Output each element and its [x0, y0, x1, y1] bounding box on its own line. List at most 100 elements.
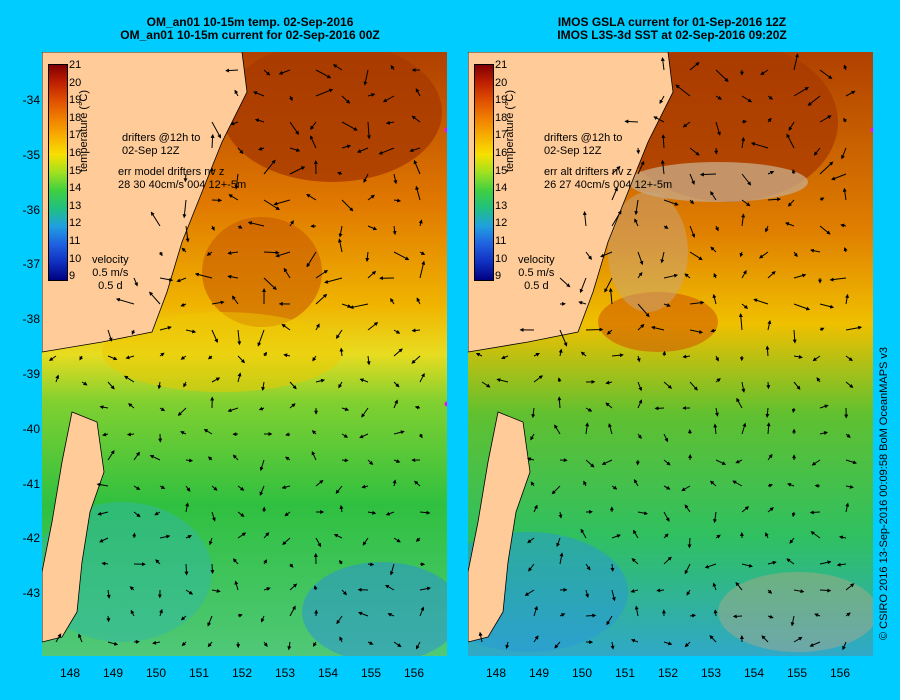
current-vector-arrow	[637, 381, 643, 392]
current-vector-arrow	[812, 355, 821, 362]
colorbar-tick-label: 15	[69, 164, 82, 177]
current-vector-arrow	[689, 613, 697, 618]
current-vector-arrow	[841, 147, 847, 160]
current-vector-arrow	[656, 588, 665, 593]
current-vector-arrow	[338, 381, 343, 389]
current-vector-arrow	[275, 251, 291, 258]
left-drifter-marker	[444, 127, 447, 133]
current-vector-arrow	[237, 613, 243, 618]
current-vector-arrow	[133, 451, 140, 461]
current-vector-arrow	[180, 615, 187, 621]
current-vector-arrow	[263, 559, 268, 565]
current-vector-arrow	[324, 277, 343, 284]
colorbar-tick-label: 11	[495, 235, 507, 247]
current-vector-arrow	[356, 147, 369, 153]
current-vector-arrow	[793, 87, 809, 97]
current-vector-arrow	[580, 528, 587, 539]
left-lon-label: 151	[188, 666, 210, 680]
current-vector-arrow	[203, 429, 213, 435]
current-vector-arrow	[611, 165, 621, 175]
current-vector-arrow	[816, 377, 821, 383]
current-vector-arrow	[501, 355, 509, 360]
current-vector-arrow	[715, 534, 721, 539]
current-vector-arrow	[367, 225, 378, 231]
current-vector-arrow	[338, 225, 343, 238]
current-vector-arrow	[580, 351, 587, 357]
colorbar-tick-label: 14	[69, 182, 82, 195]
right-title-line2: IMOS L3S-3d SST at 02-Sep-2016 09:20Z	[557, 28, 787, 42]
current-vector-arrow	[845, 433, 851, 438]
current-vector-arrow	[662, 350, 667, 357]
current-vector-arrow	[257, 329, 265, 347]
current-vector-arrow	[785, 222, 795, 227]
current-vector-arrow	[610, 641, 615, 650]
current-vector-arrow	[126, 432, 135, 437]
current-vector-arrow	[630, 589, 639, 593]
current-vector-arrow	[526, 457, 535, 462]
current-vector-arrow	[684, 641, 691, 648]
current-vector-arrow	[845, 293, 850, 305]
current-vector-arrow	[505, 641, 510, 649]
current-vector-arrow	[183, 173, 188, 183]
current-vector-arrow	[359, 378, 369, 383]
current-vector-arrow	[232, 558, 239, 565]
colorbar-tick-label: 10	[69, 252, 82, 265]
current-vector-arrow	[741, 119, 748, 124]
current-vector-arrow	[282, 537, 291, 546]
left-title-line1: OM_an01 10-15m temp. 02-Sep-2016	[146, 15, 354, 29]
current-vector-arrow	[604, 277, 613, 293]
current-vector-arrow	[259, 459, 265, 472]
current-vector-arrow	[157, 381, 162, 390]
current-vector-arrow	[687, 537, 692, 549]
current-vector-arrow	[263, 351, 268, 357]
current-vector-arrow	[741, 136, 746, 149]
current-vector-arrow	[115, 297, 135, 305]
current-vector-arrow	[709, 635, 717, 643]
colorbar-tick-label: 19	[495, 94, 508, 107]
current-vector-arrow	[393, 381, 400, 388]
current-vector-arrow	[836, 562, 847, 567]
current-vector-arrow	[306, 251, 317, 268]
current-vector-arrow	[390, 64, 395, 71]
current-vector-arrow	[263, 277, 277, 291]
current-vector-arrow	[663, 381, 673, 389]
current-vector-arrow	[102, 432, 109, 437]
left-map-title: OM_an01 10-15m temp. 02-Sep-2016 OM_an01…	[60, 16, 440, 42]
current-vector-arrow	[211, 225, 215, 231]
current-vector-arrow	[339, 504, 344, 513]
current-vector-arrow	[829, 277, 847, 282]
current-vector-arrow	[78, 633, 83, 643]
current-vector-arrow	[528, 563, 535, 572]
current-vector-arrow	[585, 251, 592, 260]
current-vector-arrow	[81, 381, 88, 386]
current-vector-arrow	[393, 641, 402, 648]
current-vector-arrow	[813, 147, 821, 156]
current-vector-arrow	[367, 322, 379, 331]
left-land-mainland	[42, 52, 248, 353]
right-lon-label: 154	[743, 666, 765, 680]
current-vector-arrow	[530, 481, 535, 487]
current-vector-arrow	[660, 57, 665, 71]
right-current-vectors	[475, 53, 863, 651]
current-vector-arrow	[124, 375, 135, 383]
current-vector-arrow	[786, 558, 795, 565]
current-vector-arrow	[159, 277, 174, 282]
left-map-panel[interactable]: temperature (°C) drifters @12h to 02-Sep …	[42, 52, 447, 656]
current-vector-arrow	[392, 479, 397, 487]
current-vector-arrow	[633, 529, 639, 539]
current-vector-arrow	[237, 532, 247, 539]
current-vector-arrow	[845, 381, 854, 389]
lat-label: -34	[22, 93, 40, 107]
current-vector-arrow	[810, 531, 821, 539]
current-vector-arrow	[764, 225, 769, 233]
current-vector-arrow	[843, 117, 848, 123]
current-vector-arrow	[637, 399, 643, 409]
current-vector-arrow	[227, 274, 239, 279]
current-vector-arrow	[831, 173, 847, 181]
current-vector-arrow	[715, 69, 729, 82]
lat-label: -40	[22, 421, 40, 436]
current-vector-arrow	[182, 199, 187, 219]
right-map-panel[interactable]: temperature (°C) drifters @12h to 02-Sep …	[468, 52, 873, 656]
right-land-tasmania	[468, 411, 531, 643]
colorbar-tick-label: 9	[495, 270, 502, 283]
